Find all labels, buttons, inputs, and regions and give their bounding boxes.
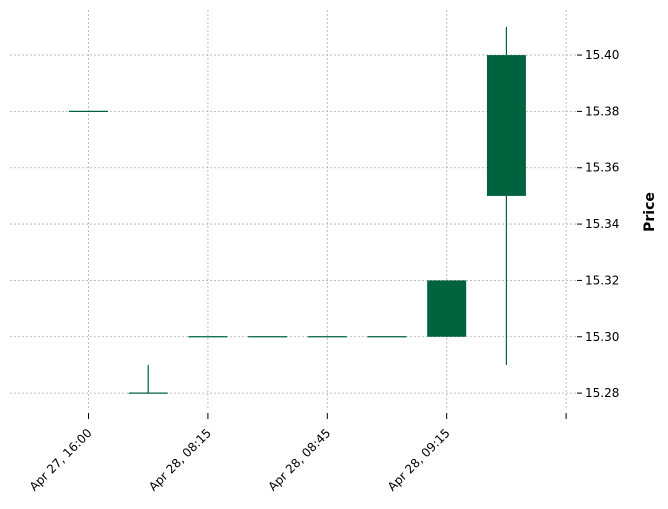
y-tick-label: 15.36 bbox=[585, 161, 619, 175]
y-axis: 15.28 15.30 15.32 15.34 15.36 15.38 15.40 bbox=[577, 48, 619, 400]
x-tick-label: Apr 27, 16:00 bbox=[27, 426, 95, 494]
y-axis-title: Price bbox=[642, 192, 658, 232]
y-tick-label: 15.38 bbox=[585, 104, 619, 118]
y-tick-label: 15.30 bbox=[585, 330, 619, 344]
y-tick-label: 15.32 bbox=[585, 273, 619, 287]
x-tick-label: Apr 28, 08:45 bbox=[265, 426, 333, 494]
candle-body bbox=[427, 280, 466, 336]
x-tick-label: Apr 28, 09:15 bbox=[385, 426, 453, 494]
candle bbox=[129, 365, 168, 393]
y-tick-label: 15.34 bbox=[585, 217, 619, 231]
x-axis: Apr 27, 16:00 Apr 28, 08:15 Apr 28, 08:45 A… bbox=[27, 413, 566, 494]
candle bbox=[427, 280, 466, 336]
candle-body bbox=[487, 55, 526, 196]
y-tick-label: 15.40 bbox=[585, 48, 619, 62]
x-tick-label: Apr 28, 08:15 bbox=[146, 426, 214, 494]
y-tick-label: 15.28 bbox=[585, 386, 619, 400]
candles bbox=[69, 27, 526, 393]
candle bbox=[487, 27, 526, 365]
